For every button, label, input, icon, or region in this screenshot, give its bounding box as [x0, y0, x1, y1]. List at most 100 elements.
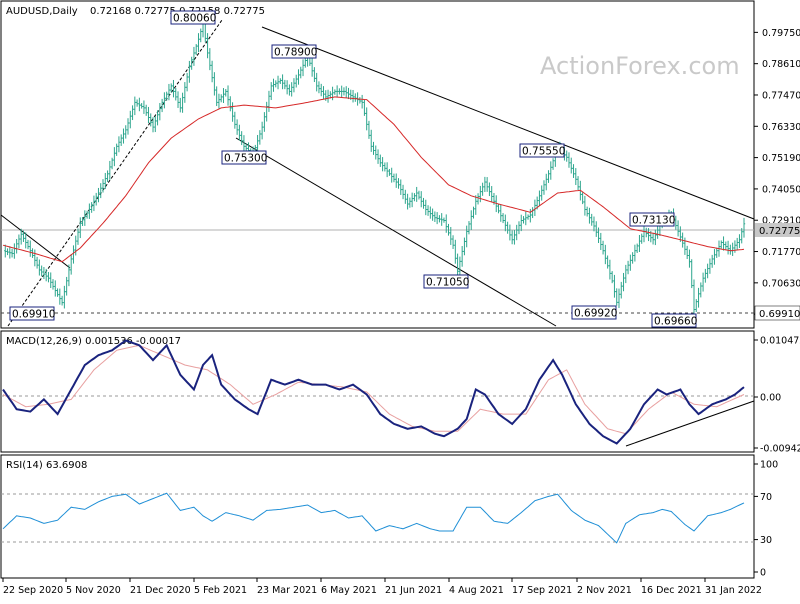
price-bar: [190, 56, 193, 70]
price-bar: [617, 288, 621, 309]
rsi-tick-label: 70: [760, 492, 772, 503]
price-bar: [440, 213, 443, 226]
macd-axis: 0.010472 0.00 -0.009426: [754, 336, 800, 455]
time-tick-label: 6 May 2021: [321, 585, 377, 596]
price-bar: [117, 136, 121, 153]
svg-text:0.80060: 0.80060: [173, 13, 216, 25]
time-tick-label: 17 Sep 2021: [512, 585, 572, 596]
price-bar: [465, 225, 468, 248]
price-bar: [274, 80, 277, 88]
price-bar: [167, 83, 171, 101]
price-bar: [67, 264, 71, 287]
price-bar: [22, 230, 25, 242]
symbol-label: AUDUSD,Daily: [6, 6, 78, 17]
price-bar: [472, 206, 475, 219]
price-bar: [276, 75, 280, 90]
price-bar: [265, 101, 268, 122]
price-bar: [390, 167, 393, 183]
price-bar: [467, 221, 471, 235]
price-bar: [674, 215, 678, 230]
price-bar: [124, 125, 127, 139]
price-bar: [529, 208, 532, 223]
price-bar: [345, 86, 348, 99]
price-bar: [172, 79, 175, 98]
price-bar: [342, 87, 346, 96]
price-bar: [94, 192, 98, 206]
price-bar: [456, 253, 459, 276]
price-bar: [442, 217, 446, 223]
price-bar: [176, 91, 180, 108]
price-bar: [399, 179, 402, 195]
price-bar: [590, 213, 593, 226]
price-bar: [379, 154, 382, 167]
price-bar: [92, 195, 96, 212]
price-bar: [610, 271, 614, 284]
current-price-box: [755, 223, 800, 237]
price-bar: [42, 267, 46, 280]
price-bar: [615, 288, 618, 306]
current-price-label: 0.72775: [759, 226, 800, 237]
price-bar: [501, 213, 505, 224]
price-bar: [715, 247, 718, 258]
price-bar: [24, 232, 27, 249]
price-bar: [722, 236, 725, 251]
price-bar: [140, 103, 143, 109]
price-bar: [106, 170, 109, 182]
price-bar: [135, 99, 139, 107]
price-bar: [260, 121, 264, 140]
price-bar: [279, 78, 282, 85]
price-bar: [372, 141, 375, 155]
price-bar: [33, 249, 37, 267]
price-bar: [606, 255, 609, 269]
price-bar: [551, 158, 555, 170]
price-bar: [217, 93, 221, 109]
price-bar: [515, 224, 518, 241]
price-bar: [19, 228, 23, 245]
macd-tick-label: -0.009426: [760, 444, 800, 455]
price-bar: [629, 254, 632, 271]
price-bar: [483, 176, 487, 193]
price-bar: [192, 46, 196, 66]
price-bar: [647, 228, 650, 242]
rsi-panel-frame: [0, 454, 755, 579]
price-bar: [451, 235, 455, 249]
price-bar: [119, 134, 123, 146]
price-bar: [608, 259, 612, 280]
price-bar: [720, 240, 723, 249]
price-tick-label: 0.75190: [762, 153, 800, 164]
price-bar: [81, 217, 84, 227]
price-bar: [197, 33, 200, 53]
price-bar: [592, 216, 596, 232]
price-bar: [222, 88, 225, 103]
price-bar: [422, 197, 425, 209]
price-bar: [685, 245, 689, 260]
price-annotation: 0.69660: [651, 313, 697, 328]
price-bar: [520, 214, 523, 232]
price-bar: [226, 85, 230, 106]
price-bar: [540, 185, 543, 201]
price-bar: [365, 107, 368, 131]
price-bar: [26, 239, 30, 250]
rsi-tick-label: 100: [760, 460, 778, 471]
price-bar: [335, 85, 339, 98]
price-bar: [88, 203, 91, 219]
price-bar: [490, 186, 493, 203]
price-bar: [147, 106, 150, 124]
price-bar: [599, 232, 603, 250]
price-bar: [49, 272, 52, 289]
price-bar: [315, 72, 318, 92]
price-bar: [635, 243, 639, 254]
price-bar: [290, 82, 293, 97]
price-bar: [213, 72, 216, 96]
price-bar: [154, 115, 157, 133]
price-bar: [640, 233, 643, 244]
price-bar: [235, 119, 239, 135]
marked-level-box: [754, 305, 800, 321]
time-tick-label: 4 Aug 2021: [449, 585, 504, 596]
price-tick-label: 0.77470: [762, 90, 800, 101]
price-bar: [431, 208, 434, 221]
price-bar: [144, 104, 148, 116]
price-bar: [376, 149, 380, 164]
price-bar: [601, 240, 605, 255]
